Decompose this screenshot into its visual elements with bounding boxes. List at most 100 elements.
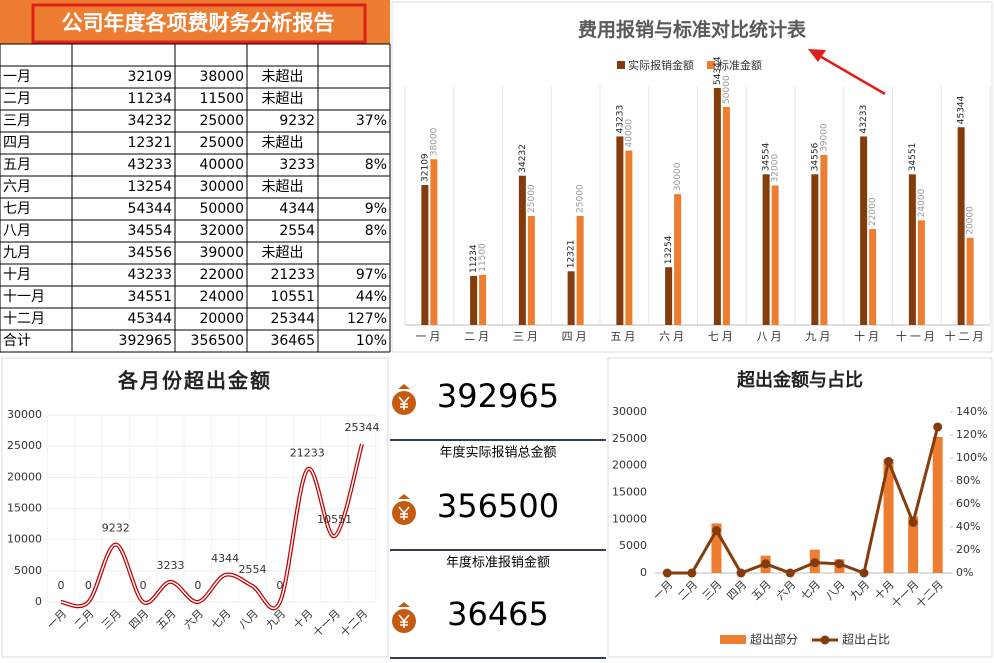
table-cell: 9232 [279,113,315,129]
table-cell: 25344 [270,311,315,327]
bar [860,136,868,325]
x-tick-label: 八月 [236,607,261,632]
line-marker [662,568,672,578]
value-label: 24000 [917,188,927,217]
x-tick-label: 四月 [127,607,152,632]
value-label: 2554 [239,563,267,576]
table-cell: 九月 [3,245,31,261]
table-cell: 34556 [127,245,172,261]
y-tick-label: 25000 [612,432,647,445]
table-cell: 21233 [270,267,315,283]
line-marker [884,456,894,466]
y-tick-label: 10000 [612,512,647,525]
table-cell: 97% [356,267,387,283]
table-cell: 20000 [199,311,244,327]
table-cell: 36465 [270,333,315,349]
legend-label: 超出部分 [750,632,798,647]
x-tick-label: 六月 [774,578,799,603]
table-cell: 11500 [199,91,244,107]
currency-glyph [398,614,410,628]
table-cell: 五月 [3,157,31,173]
bar [713,88,721,325]
table-cell: 未超出 [262,179,304,195]
table-cell: 127% [347,311,387,327]
line-marker [761,559,771,569]
x-tick-label: 八月 [757,330,785,343]
x-tick-label: 二月 [675,578,700,603]
y-tick-label: 20000 [7,470,42,483]
value-label: 34232 [518,144,528,173]
table-cell: 32000 [199,223,244,239]
line-marker [736,568,746,578]
table-cell: 11234 [127,91,172,107]
value-label: 12321 [567,240,577,269]
y-tick-label: 20000 [612,459,647,472]
value-label: 40000 [624,119,634,148]
value-label: 0 [58,579,65,592]
value-label: 11234 [469,244,479,273]
table-cell: 未超出 [262,91,304,107]
kpi-label: 年度标准报销金额 [446,555,550,571]
line-marker [687,568,697,578]
x-tick-label: 十一月 [310,606,343,639]
bar [576,215,584,325]
arrow-head [808,49,826,62]
x-tick-label: 六月 [181,607,206,632]
table-cell: 34551 [127,289,172,305]
y2-tick-label: 80% [956,474,980,487]
y2-tick-label: 40% [956,520,980,533]
kpi-label: 年度实际报销总金额 [439,445,556,461]
table-title: 公司年度各项费财务分析报告 [62,11,335,35]
table-cell: 3233 [279,157,315,173]
table-cell: 13254 [127,179,172,195]
annotation-arrow [817,53,886,96]
bar [625,150,633,325]
value-label: 34551 [908,143,918,172]
bar [421,184,429,325]
table-cell: 43233 [127,267,172,283]
x-tick-label: 八月 [823,578,848,603]
value-label: 9232 [102,521,130,534]
value-label: 45344 [957,95,967,124]
value-label: 39000 [819,123,829,152]
y-tick-label: 5000 [14,564,42,577]
line-series [667,426,940,576]
x-tick-label: 十二月 [945,329,987,343]
y2-tick-label: 60% [956,497,980,510]
value-label: 54344 [713,56,723,85]
x-tick-label: 二月 [72,607,97,632]
value-label: 30000 [673,162,683,191]
value-label: 4344 [211,552,239,565]
y-tick-label: 15000 [7,502,42,515]
bar [820,154,828,325]
x-tick-label: 十一月 [896,329,938,343]
table-cell: 40000 [199,157,244,173]
table-cell: 合计 [3,333,31,349]
bar [869,229,877,325]
table-cell: 未超出 [262,135,304,151]
value-label: 0 [276,579,283,592]
table-cell: 12321 [127,135,172,151]
line-marker [711,525,721,535]
value-label: 20000 [966,206,976,235]
chart-title: 超出金额与占比 [737,369,863,391]
bar [665,267,673,325]
table-cell: 10% [356,333,387,349]
x-tick-label: 九月 [263,607,288,632]
table-cell: 七月 [3,201,31,217]
x-tick-label: 三月 [700,578,725,603]
x-tick-label: 五月 [749,578,774,603]
y-tick-label: 30000 [612,405,647,418]
table-cell: 22000 [199,267,244,283]
table-cell: 34554 [127,223,172,239]
bar [567,271,575,325]
bar [762,174,770,325]
table-cell: 未超出 [262,245,304,261]
table-cell: 30000 [199,179,244,195]
table-cell: 39000 [199,245,244,261]
x-tick-label: 三月 [513,330,541,343]
x-tick-label: 九月 [847,578,872,603]
value-label: 22000 [868,197,878,226]
